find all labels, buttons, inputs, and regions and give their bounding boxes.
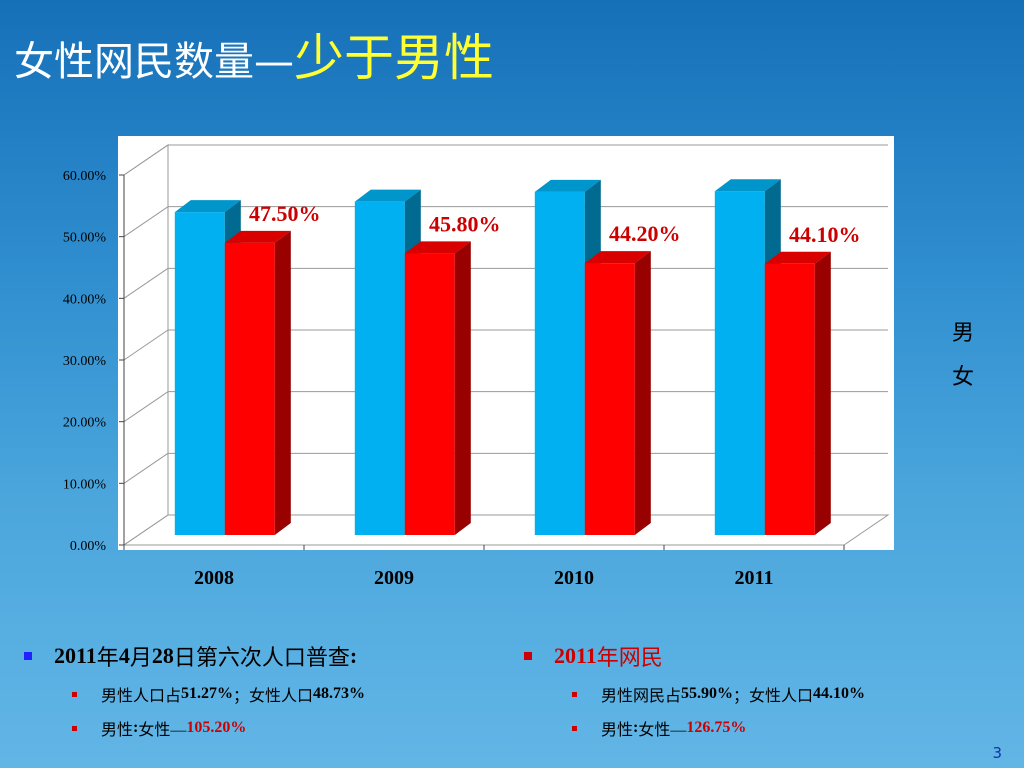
x-tick-label: 2009 bbox=[374, 567, 414, 589]
netizen-line-1: 男性网民占 55.90% ；女性人口 44.10% bbox=[524, 682, 865, 706]
bar-male-2011 bbox=[714, 191, 765, 535]
gridline-diagonal bbox=[123, 391, 169, 423]
bullet-icon bbox=[524, 652, 532, 660]
slide-title: 女性网民数量—少于男性 bbox=[14, 18, 494, 90]
gridline-diagonal bbox=[123, 144, 169, 176]
bars bbox=[174, 179, 831, 536]
bar-top-male-2011 bbox=[714, 179, 781, 192]
bar-top-female-2009 bbox=[404, 241, 471, 254]
gridline-diagonal bbox=[123, 329, 169, 361]
netizen-heading: 2011 年网民 bbox=[524, 640, 865, 672]
census-line-1: 男性人口占 51.27% ；女性人口 48.73% bbox=[24, 682, 365, 706]
bar-side-female-2008 bbox=[274, 230, 291, 535]
legend-male: 男 bbox=[952, 321, 975, 346]
bar-male-2009 bbox=[354, 201, 405, 536]
census-notes: 2011 年 4 月 28 日第六次人口普查: 男性人口占 51.27% ；女性人口 48.73… bbox=[24, 640, 365, 740]
bar-male-2008 bbox=[174, 212, 225, 535]
legend-female: 女 bbox=[952, 365, 975, 390]
netizen-notes: 2011 年网民 男性网民占 55.90% ；女性人口 44.10% 男性: 女性— 126… bbox=[524, 640, 865, 740]
bar-side-female-2011 bbox=[814, 251, 831, 535]
y-tick-label: 10.00% bbox=[63, 477, 107, 492]
bullet-icon bbox=[72, 691, 77, 697]
bar-female-2009 bbox=[404, 253, 455, 535]
y-tick-label: 50.00% bbox=[63, 231, 107, 246]
bar-top-male-2010 bbox=[534, 179, 601, 192]
bar-top-female-2008 bbox=[224, 230, 291, 243]
bar-male-2010 bbox=[534, 191, 585, 535]
bar-side-female-2010 bbox=[634, 251, 651, 536]
y-tick-label: 30.00% bbox=[63, 354, 107, 369]
bar-female-2010 bbox=[584, 263, 635, 535]
bar-female-2008 bbox=[224, 242, 275, 535]
data-label-2010: 44.20% bbox=[609, 221, 681, 246]
x-tick-label: 2011 bbox=[735, 567, 774, 589]
bar-top-male-2009 bbox=[354, 189, 421, 202]
x-tick-label: 2008 bbox=[194, 567, 234, 589]
y-tick-label: 60.00% bbox=[63, 169, 107, 184]
legend: 男 女 bbox=[952, 312, 974, 400]
page-number: 3 bbox=[992, 744, 1002, 762]
title-main: 女性网民数量— bbox=[14, 39, 294, 85]
gridline-diagonal bbox=[123, 206, 169, 238]
census-heading: 2011 年 4 月 28 日第六次人口普查: bbox=[24, 640, 365, 672]
y-tick-label: 20.00% bbox=[63, 416, 107, 431]
bullet-icon bbox=[24, 652, 32, 660]
gridline-diagonal bbox=[123, 267, 169, 299]
bar-top-female-2011 bbox=[764, 251, 831, 264]
y-tick-label: 0.00% bbox=[70, 539, 107, 554]
x-tick-label: 2010 bbox=[554, 567, 594, 589]
x-axis: 2008 2009 2010 2011 bbox=[123, 545, 845, 589]
bullet-icon bbox=[572, 691, 577, 697]
title-highlight: 少于男性 bbox=[294, 29, 494, 87]
data-label-2008: 47.50% bbox=[249, 201, 321, 226]
census-line-2: 男性: 女性— 105.20% bbox=[24, 716, 365, 740]
gridline-diagonal bbox=[123, 452, 169, 484]
y-axis: 0.00% 10.00% 20.00% 30.00% 40.00% 50.00% 60.00… bbox=[63, 169, 125, 554]
bar-female-2011 bbox=[764, 263, 815, 535]
gridline-diagonal bbox=[123, 514, 169, 546]
data-labels: 47.50% 45.80% 44.20% 44.10% bbox=[249, 201, 861, 247]
bullet-icon bbox=[72, 725, 77, 731]
bar-side-female-2009 bbox=[454, 241, 471, 535]
netizen-line-2: 男性: 女性— 126.75% bbox=[524, 716, 865, 740]
data-label-2011: 44.10% bbox=[789, 222, 861, 247]
bar-top-male-2008 bbox=[174, 200, 241, 213]
data-label-2009: 45.80% bbox=[429, 211, 501, 236]
bar-chart: 0.00% 10.00% 20.00% 30.00% 40.00% 50.00% 60.00… bbox=[62, 144, 890, 589]
bullet-icon bbox=[572, 725, 577, 731]
bar-top-female-2010 bbox=[584, 251, 651, 264]
y-tick-label: 40.00% bbox=[63, 292, 107, 307]
